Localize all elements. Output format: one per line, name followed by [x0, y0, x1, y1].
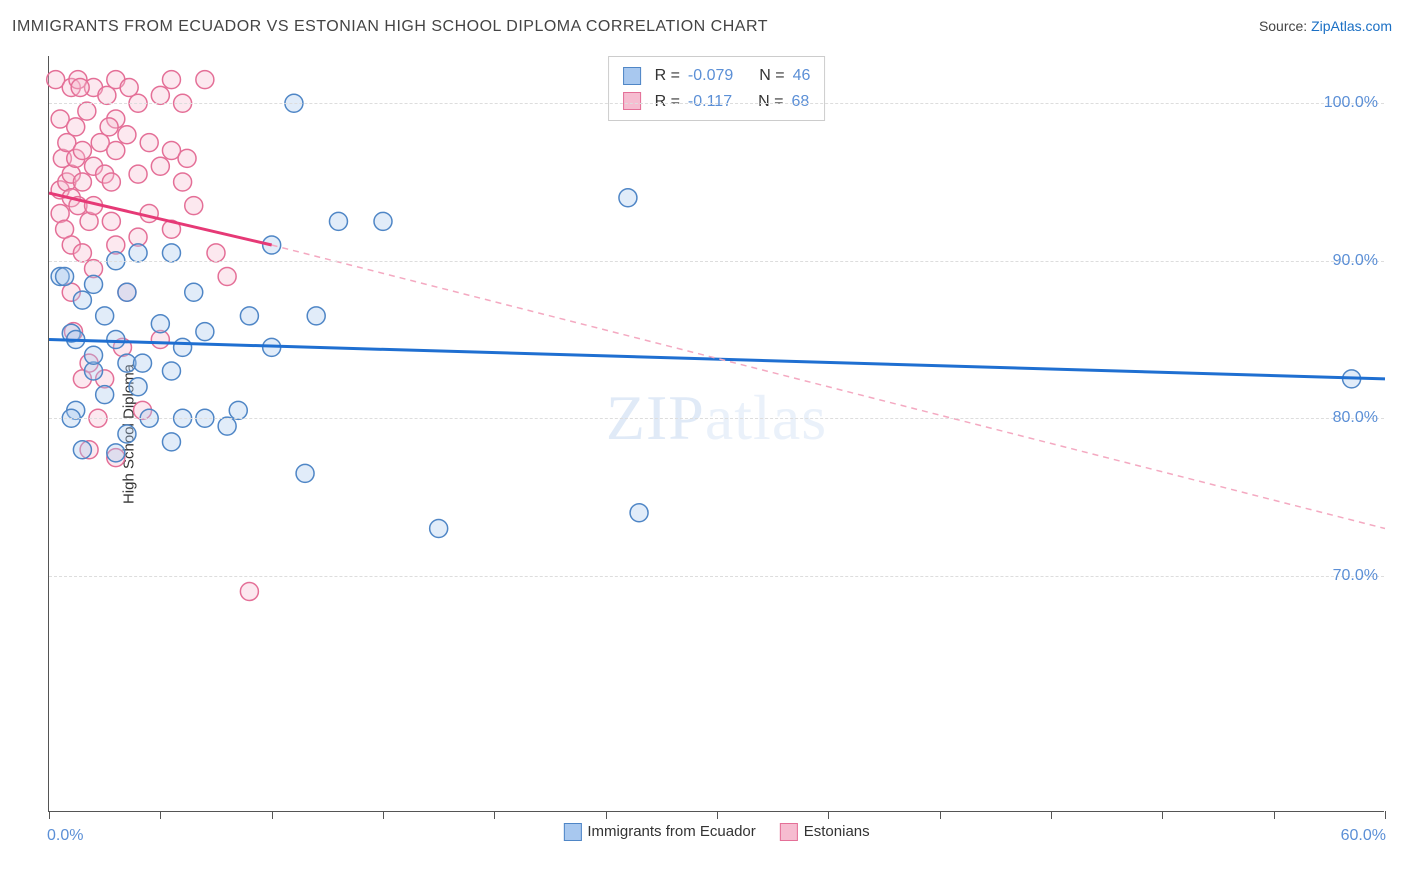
- legend-item: Estonians: [780, 823, 870, 841]
- gridline-h: [49, 103, 1384, 104]
- data-point-ecuador: [296, 464, 314, 482]
- data-point-estonian: [120, 79, 138, 97]
- data-point-estonian: [218, 268, 236, 286]
- x-tick: [1051, 811, 1052, 819]
- data-point-estonian: [73, 173, 91, 191]
- trend-line-ecuador: [49, 340, 1385, 379]
- data-point-ecuador: [107, 444, 125, 462]
- x-tick: [940, 811, 941, 819]
- data-point-ecuador: [218, 417, 236, 435]
- x-tick: [1385, 811, 1386, 819]
- trend-line-ext-estonian: [272, 245, 1385, 529]
- data-point-estonian: [100, 118, 118, 136]
- data-point-estonian: [129, 165, 147, 183]
- source-credit: Source: ZipAtlas.com: [1259, 18, 1392, 34]
- data-point-ecuador: [107, 331, 125, 349]
- source-label: Source:: [1259, 18, 1307, 34]
- x-tick: [49, 811, 50, 819]
- data-point-ecuador: [118, 425, 136, 443]
- data-point-ecuador: [73, 291, 91, 309]
- data-point-ecuador: [56, 268, 74, 286]
- x-tick: [383, 811, 384, 819]
- data-point-ecuador: [162, 433, 180, 451]
- x-tick: [606, 811, 607, 819]
- x-tick: [1162, 811, 1163, 819]
- chart-title: IMMIGRANTS FROM ECUADOR VS ESTONIAN HIGH…: [12, 18, 768, 36]
- data-point-estonian: [67, 118, 85, 136]
- data-point-ecuador: [374, 212, 392, 230]
- data-point-ecuador: [307, 307, 325, 325]
- data-point-estonian: [196, 71, 214, 89]
- gridline-h: [49, 576, 1384, 577]
- data-point-ecuador: [196, 323, 214, 341]
- data-point-ecuador: [96, 386, 114, 404]
- data-point-estonian: [73, 142, 91, 160]
- data-point-ecuador: [151, 315, 169, 333]
- data-point-estonian: [73, 244, 91, 262]
- legend-label: Immigrants from Ecuador: [587, 823, 755, 840]
- data-point-estonian: [98, 86, 116, 104]
- y-tick-label: 100.0%: [1324, 94, 1378, 112]
- data-point-ecuador: [430, 520, 448, 538]
- data-point-ecuador: [619, 189, 637, 207]
- data-point-estonian: [102, 212, 120, 230]
- x-tick: [494, 811, 495, 819]
- legend-swatch: [780, 823, 798, 841]
- x-tick: [160, 811, 161, 819]
- x-tick: [272, 811, 273, 819]
- data-point-ecuador: [329, 212, 347, 230]
- data-point-ecuador: [229, 401, 247, 419]
- source-link[interactable]: ZipAtlas.com: [1311, 18, 1392, 34]
- data-point-ecuador: [240, 307, 258, 325]
- y-tick-label: 90.0%: [1333, 252, 1378, 270]
- x-tick: [828, 811, 829, 819]
- data-point-estonian: [178, 149, 196, 167]
- data-point-estonian: [71, 79, 89, 97]
- data-point-estonian: [240, 583, 258, 601]
- data-point-ecuador: [630, 504, 648, 522]
- data-point-ecuador: [185, 283, 203, 301]
- legend-item: Immigrants from Ecuador: [563, 823, 755, 841]
- legend-swatch: [563, 823, 581, 841]
- x-tick-label-max: 60.0%: [1341, 827, 1386, 845]
- gridline-h: [49, 261, 1384, 262]
- data-point-ecuador: [85, 346, 103, 364]
- y-tick-label: 80.0%: [1333, 409, 1378, 427]
- data-point-estonian: [107, 142, 125, 160]
- data-point-estonian: [78, 102, 96, 120]
- data-point-ecuador: [96, 307, 114, 325]
- data-point-estonian: [102, 173, 120, 191]
- y-tick-label: 70.0%: [1333, 567, 1378, 585]
- x-tick: [717, 811, 718, 819]
- data-point-ecuador: [162, 362, 180, 380]
- data-point-ecuador: [129, 378, 147, 396]
- data-point-ecuador: [73, 441, 91, 459]
- data-point-ecuador: [134, 354, 152, 372]
- data-point-estonian: [140, 134, 158, 152]
- data-point-estonian: [162, 71, 180, 89]
- bottom-legend: Immigrants from Ecuador Estonians: [563, 823, 869, 841]
- data-point-estonian: [151, 86, 169, 104]
- chart-container: IMMIGRANTS FROM ECUADOR VS ESTONIAN HIGH…: [0, 0, 1406, 892]
- data-point-estonian: [207, 244, 225, 262]
- data-point-ecuador: [129, 244, 147, 262]
- data-point-estonian: [151, 157, 169, 175]
- data-point-estonian: [118, 126, 136, 144]
- data-point-estonian: [185, 197, 203, 215]
- chart-svg: [49, 56, 1385, 812]
- gridline-h: [49, 418, 1384, 419]
- data-point-estonian: [174, 173, 192, 191]
- data-point-ecuador: [174, 338, 192, 356]
- legend-label: Estonians: [804, 823, 870, 840]
- x-tick: [1274, 811, 1275, 819]
- data-point-ecuador: [118, 283, 136, 301]
- data-point-ecuador: [85, 275, 103, 293]
- plot-area: High School Diploma ZIPatlas R =-0.079N …: [48, 56, 1384, 812]
- data-point-ecuador: [162, 244, 180, 262]
- x-tick-label-min: 0.0%: [47, 827, 83, 845]
